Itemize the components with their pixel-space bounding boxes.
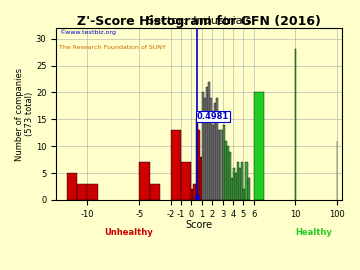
Bar	[229, 151, 231, 200]
Bar	[214, 103, 216, 200]
Text: Sector:  Industrials: Sector: Industrials	[147, 16, 251, 26]
Bar	[216, 98, 219, 200]
Bar	[139, 162, 150, 200]
Text: 0.4981: 0.4981	[197, 112, 229, 121]
Bar	[225, 141, 227, 200]
Bar	[219, 130, 220, 200]
Bar	[220, 130, 222, 200]
Bar	[233, 168, 235, 200]
Text: Healthy: Healthy	[296, 228, 332, 237]
Y-axis label: Number of companies
(573 total): Number of companies (573 total)	[15, 68, 35, 161]
Bar	[202, 93, 204, 200]
Bar	[200, 157, 202, 200]
X-axis label: Score: Score	[186, 220, 213, 230]
Bar	[212, 125, 214, 200]
Bar	[248, 178, 249, 200]
Text: The Research Foundation of SUNY: The Research Foundation of SUNY	[59, 45, 166, 50]
Bar	[239, 168, 241, 200]
Bar	[206, 87, 208, 200]
Text: ©www.textbiz.org: ©www.textbiz.org	[59, 30, 116, 35]
Bar	[204, 98, 206, 200]
Bar	[210, 98, 212, 200]
Bar	[181, 162, 192, 200]
Bar	[67, 173, 77, 200]
Bar	[87, 184, 98, 200]
Bar	[198, 130, 200, 200]
Bar	[235, 173, 237, 200]
Text: Unhealthy: Unhealthy	[104, 228, 153, 237]
Title: Z'-Score Histogram for GFN (2016): Z'-Score Histogram for GFN (2016)	[77, 15, 321, 28]
Bar	[254, 93, 264, 200]
Bar	[208, 82, 210, 200]
Bar	[243, 189, 246, 200]
Bar	[192, 189, 193, 200]
Bar	[246, 162, 248, 200]
Bar	[231, 178, 233, 200]
Bar	[237, 162, 239, 200]
Bar	[77, 184, 87, 200]
Bar	[193, 184, 195, 200]
Bar	[150, 184, 160, 200]
Bar	[171, 130, 181, 200]
Bar	[222, 125, 225, 200]
Bar	[195, 119, 198, 200]
Bar	[227, 146, 229, 200]
Bar	[241, 162, 243, 200]
